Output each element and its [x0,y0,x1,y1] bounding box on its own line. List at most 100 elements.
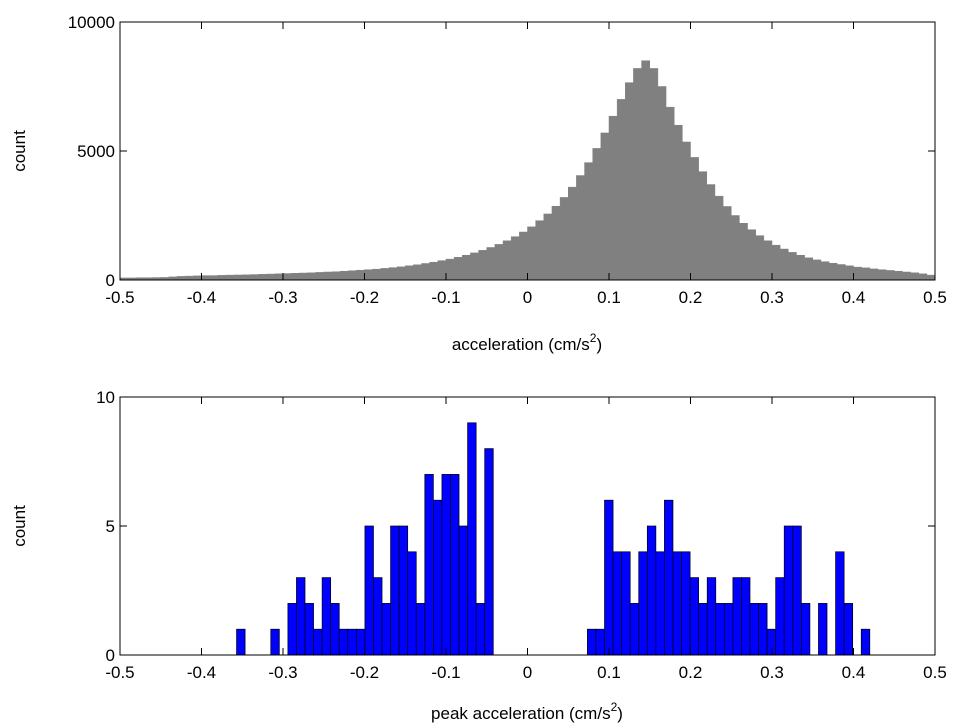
histogram-bar [739,222,748,281]
x-tick-label: 0.4 [842,663,866,682]
histogram-bar [747,229,756,281]
y-tick-label: 10000 [68,13,115,32]
histogram-bar [758,603,768,656]
histogram-bar [836,264,846,281]
histogram-bar [270,628,280,656]
histogram-bar [763,240,773,281]
histogram-bar [918,273,928,281]
histogram-bar [843,603,854,656]
histogram-bar [638,551,648,656]
histogram-bar [779,248,789,281]
x-tick-labels: -0.5 -0.4 -0.3 -0.2 -0.1 0 0.1 0.2 0.3 0.4 0.5 [105,663,946,682]
histogram-bar [290,273,300,281]
x-tick-label: 0.2 [679,663,703,682]
histogram-bar [535,220,545,281]
histogram-bar [595,628,605,656]
histogram-bar [804,257,813,281]
histogram-bar [307,272,316,281]
histogram-bar [458,525,468,656]
histogram-bar [689,577,700,656]
histogram-bar [398,525,409,656]
histogram-bar [755,235,765,281]
histogram-bar [714,195,724,281]
y-tick-label: 0 [106,646,115,665]
histogram-bar [775,577,785,656]
histogram-bar [706,577,717,656]
histogram-bar [424,474,434,656]
histogram-bar [869,268,879,281]
x-tick-label: -0.3 [268,288,297,307]
histogram-bar [845,265,854,281]
histogram-bar [835,551,845,656]
x-tick-label: 0.4 [842,288,866,307]
histogram-bar [655,551,665,656]
x-tick-label: -0.5 [105,663,134,682]
histogram-bar [364,269,373,281]
histogram-bar [741,577,751,656]
histogram-bar [853,266,862,281]
histogram-bar [478,250,488,281]
histogram-bar [682,141,691,281]
histogram-bar [462,254,471,281]
histogram-bar [390,525,400,656]
histogram-bar [388,267,398,281]
histogram-bar [612,551,622,656]
histogram-bar [600,132,610,281]
histogram-bar [625,82,634,281]
x-tick-label: 0.5 [923,288,947,307]
x-tick-label: 0 [523,663,532,682]
histogram-bar [715,603,725,656]
histogram-bar [347,628,357,656]
histogram-bar [242,274,251,281]
histogram-bar [373,577,383,656]
histogram-bar [641,60,650,281]
histogram-bar [722,206,732,281]
histogram-bar [510,236,520,281]
histogram-bar [380,268,390,281]
histogram-bar [433,499,443,656]
histogram-bar [551,205,561,281]
histogram-bar [441,474,451,656]
histogram-bar [604,499,614,656]
histogram-bar [885,270,895,281]
histogram-bar [330,603,340,656]
histogram-bar [690,157,699,281]
histogram-bar [236,628,246,656]
histogram-bar [338,628,349,656]
y-tick-label: 10 [96,388,115,407]
histogram-bar [347,270,357,281]
histogram-bar [209,275,219,281]
plot-area [120,397,935,655]
histogram-bar [877,269,887,281]
ticks [119,21,936,281]
histogram-bar [201,275,210,281]
histogram-bar [672,551,682,656]
histogram-bar [415,603,426,656]
histogram-bar [576,175,585,281]
y-tick-labels: 0 5 10 [96,388,115,665]
histogram-bar [356,269,365,281]
histogram-bar [629,603,640,656]
acceleration-histogram: -0.5 -0.4 -0.3 -0.2 -0.1 0 0.1 0.2 0.3 0.4 0.5 0 50… [10,13,947,354]
histogram-bar [698,171,708,281]
y-tick-label: 0 [106,271,115,290]
histogram-bar [796,254,805,281]
histogram-bar [502,240,512,281]
x-tick-label: -0.3 [268,663,297,682]
histogram-bar [860,628,871,656]
histogram-bar [783,525,794,656]
histogram-bar [315,272,325,281]
x-tick-label: -0.2 [350,288,379,307]
histogram-bar [470,252,479,281]
histogram-bar [792,525,802,656]
histogram-bar [233,274,243,281]
histogram-bar [731,215,740,281]
x-axis-label: peak acceleration (cm/s2) [431,700,623,723]
histogram-bar [664,499,674,656]
peak-acceleration-histogram: -0.5 -0.4 -0.3 -0.2 -0.1 0 0.1 0.2 0.3 0.4 0.5 0 5 1… [10,388,947,723]
x-tick-label: -0.5 [105,288,134,307]
histogram-bar [592,148,602,281]
histogram-bar [646,525,657,656]
x-tick-label: -0.1 [431,663,460,682]
